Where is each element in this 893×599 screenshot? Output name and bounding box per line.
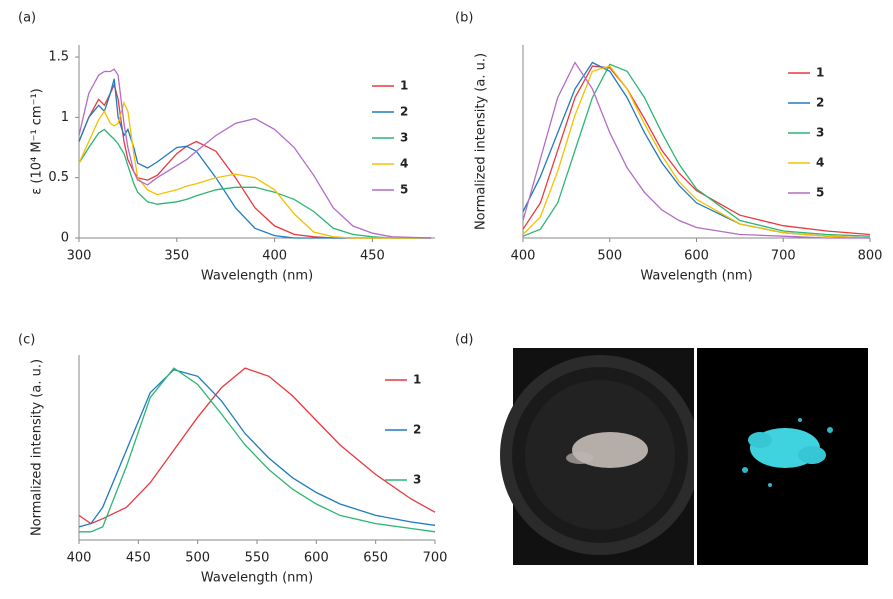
data-line: [78, 128, 432, 239]
divider: [694, 348, 697, 565]
x-tick-label: 700: [423, 551, 448, 566]
data-line: [79, 367, 436, 533]
data-line: [522, 63, 871, 237]
x-tick-label: 400: [67, 551, 92, 566]
panel-label: (d): [455, 333, 473, 348]
y-tick-label: 0.5: [48, 170, 69, 185]
data-line: [78, 68, 432, 239]
data-line: [522, 65, 871, 236]
legend-label: 2: [400, 105, 408, 119]
x-tick-label: 400: [511, 249, 536, 264]
legend-label: 3: [413, 473, 421, 487]
x-tick-label: 450: [360, 249, 385, 264]
legend-label: 3: [816, 126, 824, 140]
legend-label: 4: [400, 157, 408, 171]
x-tick-label: 450: [126, 551, 151, 566]
data-line: [78, 367, 436, 525]
legend-label: 2: [816, 96, 824, 110]
x-tick-label: 550: [245, 551, 270, 566]
y-tick-label: 0: [61, 231, 69, 246]
glow: [742, 467, 748, 473]
glow: [798, 418, 802, 422]
legend-label: 4: [816, 156, 824, 170]
x-tick-label: 500: [185, 551, 210, 566]
x-tick-label: 600: [304, 551, 329, 566]
y-tick-label: 1.5: [48, 50, 69, 65]
legend-label: 3: [400, 131, 408, 145]
x-tick-label: 800: [858, 249, 883, 264]
x-axis-title: Wavelength (nm): [201, 571, 313, 586]
data-line: [78, 101, 432, 239]
y-tick-label: 1: [61, 110, 69, 125]
data-line: [78, 368, 436, 528]
powder: [566, 452, 594, 464]
panel-label: (c): [18, 333, 35, 348]
x-tick-label: 650: [363, 551, 388, 566]
data-line: [78, 78, 432, 239]
legend-label: 1: [413, 373, 421, 387]
x-tick-label: 700: [771, 249, 796, 264]
y-axis-title: Normalized intensity (a. u.): [474, 53, 489, 230]
photo-panel: [500, 348, 868, 565]
y-axis-title: Normalized intensity (a. u.): [30, 359, 45, 536]
x-axis-title: Wavelength (nm): [640, 269, 752, 284]
legend-label: 5: [400, 183, 408, 197]
glow: [748, 432, 772, 448]
x-tick-label: 350: [164, 249, 189, 264]
data-line: [522, 65, 871, 239]
x-tick-label: 400: [262, 249, 287, 264]
x-tick-label: 300: [67, 249, 92, 264]
glow: [798, 446, 826, 464]
legend-label: 5: [816, 186, 824, 200]
x-tick-label: 500: [597, 249, 622, 264]
glow: [827, 427, 833, 433]
y-axis-title: ε (10⁴ M⁻¹ cm⁻¹): [30, 88, 45, 195]
panel-label: (a): [18, 11, 36, 26]
legend-label: 2: [413, 423, 421, 437]
legend-label: 1: [400, 79, 408, 93]
glow: [768, 483, 772, 487]
x-tick-label: 600: [684, 249, 709, 264]
data-line: [522, 61, 870, 239]
x-axis-title: Wavelength (nm): [201, 269, 313, 284]
legend-label: 1: [816, 66, 824, 80]
panel-label: (b): [455, 11, 473, 26]
